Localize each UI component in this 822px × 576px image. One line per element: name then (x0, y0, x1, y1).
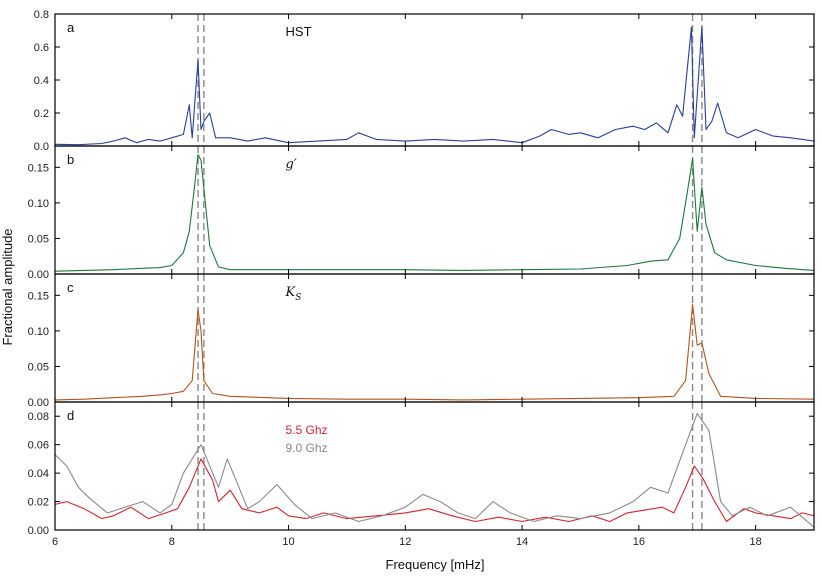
series-line-d-5-5-ghz (54, 458, 815, 523)
x-tick-label: 12 (399, 536, 411, 548)
panel-frame (54, 401, 815, 531)
series-line-d-9-0-ghz (54, 412, 815, 528)
panel-letter: a (67, 20, 75, 35)
y-tick-label: 0.05 (28, 361, 49, 373)
y-tick-label: 0.0 (34, 141, 49, 153)
y-tick-label: 0.15 (28, 162, 49, 174)
y-tick-label: 0.00 (28, 525, 49, 537)
y-tick-label: 0.00 (28, 397, 49, 409)
legend-entry: 5.5 Ghz (286, 423, 328, 437)
series-line-a (54, 26, 815, 146)
y-tick-label: 0.04 (28, 468, 49, 480)
x-tick-label: 14 (516, 536, 528, 548)
y-axis-title: Fractional amplitude (0, 228, 15, 345)
y-tick-label: 0.4 (34, 75, 49, 87)
panel-letter: c (67, 280, 74, 295)
x-tick-label: 16 (633, 536, 645, 548)
panel-label: g′ (286, 157, 297, 172)
panel-d: 0.00 0.02 0.04 0.06 0.08 d 5.5 Ghz 9.0 Ghz (28, 401, 815, 537)
y-tick-label: 0.06 (28, 440, 49, 452)
panel-label: HST (286, 24, 312, 39)
x-tick-label: 18 (749, 536, 761, 548)
x-axis: 6 8 10 12 14 16 18 (52, 536, 762, 548)
panel-label-subscript: S (295, 293, 301, 303)
y-tick-label: 0.05 (28, 233, 49, 245)
x-tick-label: 10 (282, 536, 294, 548)
y-tick-label: 0.2 (34, 108, 49, 120)
y-tick-label: 0.02 (28, 497, 49, 509)
panel-letter: d (67, 408, 74, 423)
panel-a: 0.0 0.2 0.4 0.6 0.8 a HST (34, 9, 815, 153)
y-tick-label: 0.10 (28, 198, 49, 210)
series-line-c (54, 304, 815, 401)
x-tick-label: 6 (52, 536, 58, 548)
panel-letter: b (67, 152, 74, 167)
y-tick-label: 0.6 (34, 42, 49, 54)
x-axis-title: Frequency [mHz] (386, 557, 485, 572)
y-tick-label: 0.10 (28, 326, 49, 338)
x-tick-label: 8 (169, 536, 175, 548)
y-tick-label: 0.15 (28, 290, 49, 302)
panels: 0.0 0.2 0.4 0.6 0.8 a HST 0.00 0.05 0.10 0.15 b g′ 0.… (28, 9, 815, 537)
y-tick-label: 0.8 (34, 9, 49, 21)
y-tick-label: 0.08 (28, 411, 49, 423)
y-tick-label: 0.00 (28, 269, 49, 281)
legend-entry: 9.0 Ghz (286, 441, 328, 455)
